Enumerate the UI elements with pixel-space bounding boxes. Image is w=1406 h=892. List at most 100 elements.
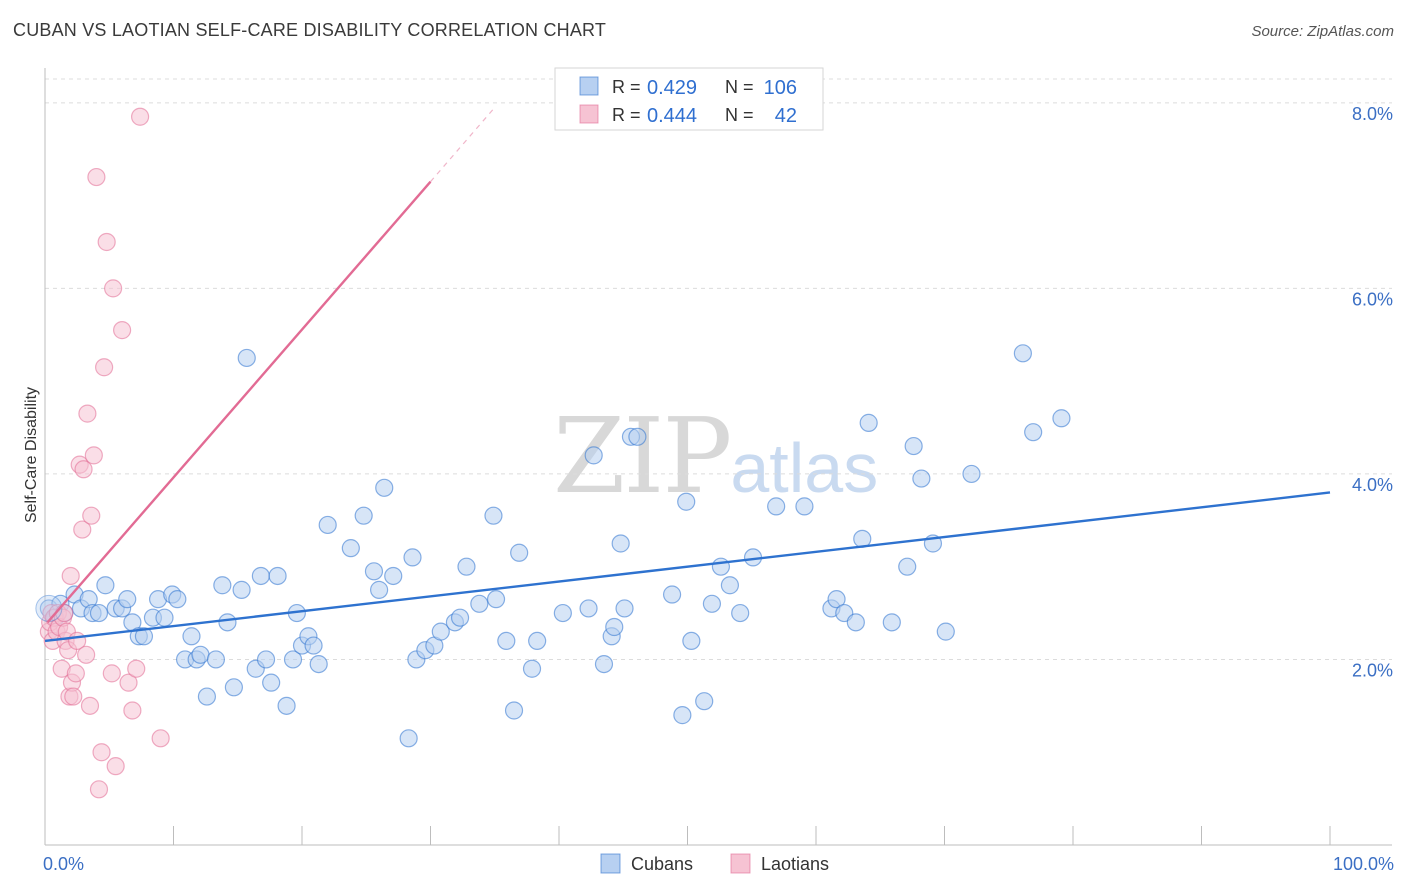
- data-point-cubans: [134, 627, 154, 646]
- data-point-laotians: [73, 520, 92, 539]
- data-point-cubans: [553, 603, 572, 623]
- legend-r-value: 0.444: [647, 105, 697, 127]
- axes: 2.0% 4.0% 6.0% 8.0% 0.0% 100.0%: [43, 68, 1394, 874]
- data-point-cubans: [615, 599, 634, 618]
- data-point-cubans: [504, 701, 524, 720]
- legend-box: [554, 67, 824, 131]
- data-point-cubans: [197, 687, 217, 706]
- data-point-laotians: [151, 729, 170, 748]
- data-point-cubans: [579, 599, 598, 618]
- data-point-cubans: [677, 492, 696, 511]
- data-point-laotians: [64, 687, 83, 706]
- legend: R = 0.429 N = 106 R = 0.444 N = 42: [554, 67, 824, 131]
- data-point-cubans: [827, 590, 846, 609]
- data-point-cubans: [486, 590, 506, 609]
- data-point-laotians: [74, 460, 93, 479]
- data-point-cubans: [594, 654, 614, 674]
- data-point-cubans: [936, 622, 955, 641]
- data-point-laotians: [97, 232, 116, 252]
- trend-line-cubans: [44, 491, 1331, 643]
- data-point-cubans: [731, 603, 750, 623]
- data-point-laotians: [80, 696, 100, 715]
- data-point-cubans: [155, 608, 174, 627]
- data-point-cubans: [584, 446, 603, 465]
- data-point-cubans: [370, 580, 389, 599]
- data-point-cubans: [232, 580, 251, 599]
- x-tick-label: 100.0%: [1333, 854, 1394, 874]
- y-tick-label: 2.0%: [1352, 660, 1393, 680]
- data-point-cubans: [605, 617, 624, 637]
- data-points: [35, 107, 1071, 799]
- legend-n-value: 106: [764, 77, 797, 99]
- bottom-legend: Cubans Laotians: [600, 853, 829, 874]
- bottom-legend-label-laotians: Laotians: [761, 854, 829, 874]
- data-point-cubans: [375, 478, 394, 497]
- data-point-laotians: [130, 107, 150, 126]
- data-point-laotians: [78, 404, 97, 423]
- data-point-laotians: [92, 743, 111, 762]
- legend-r-value: 0.429: [647, 77, 697, 99]
- legend-n-label: N =: [725, 77, 754, 97]
- trend-line-laotians: [46, 180, 432, 624]
- data-point-cubans: [182, 627, 201, 646]
- data-point-cubans: [168, 590, 187, 609]
- data-point-cubans: [218, 613, 237, 632]
- data-point-laotians: [119, 673, 138, 692]
- legend-swatch-cubans: [579, 76, 599, 96]
- data-point-cubans: [962, 464, 981, 484]
- data-point-laotians: [112, 321, 132, 340]
- bottom-legend-swatch-cubans: [600, 853, 621, 874]
- data-point-cubans: [309, 654, 328, 674]
- data-point-cubans: [904, 436, 923, 456]
- data-point-laotians: [123, 701, 142, 720]
- legend-n-label: N =: [725, 105, 754, 125]
- data-point-cubans: [364, 562, 384, 581]
- data-point-cubans: [767, 497, 786, 516]
- chart-title: CUBAN VS LAOTIAN SELF-CARE DISABILITY CO…: [13, 20, 607, 40]
- data-point-cubans: [528, 631, 547, 651]
- data-point-laotians: [66, 664, 85, 683]
- legend-swatch-laotians: [579, 104, 599, 124]
- data-point-cubans: [450, 608, 470, 627]
- data-point-cubans: [457, 557, 476, 576]
- data-point-cubans: [318, 515, 337, 535]
- data-point-cubans: [268, 566, 287, 586]
- legend-r-label: R =: [612, 105, 641, 125]
- data-point-laotians: [127, 659, 146, 678]
- data-point-cubans: [611, 534, 630, 553]
- data-point-cubans: [89, 603, 109, 623]
- data-point-cubans: [354, 506, 373, 525]
- data-point-cubans: [1024, 423, 1043, 442]
- data-point-cubans: [283, 650, 303, 669]
- data-point-cubans: [795, 497, 814, 516]
- data-point-cubans: [846, 613, 865, 632]
- data-point-laotians: [89, 780, 109, 799]
- data-point-cubans: [662, 585, 682, 604]
- data-point-cubans: [695, 692, 714, 711]
- data-point-laotians: [106, 757, 125, 776]
- data-point-cubans: [251, 566, 270, 586]
- data-point-cubans: [384, 566, 403, 586]
- data-point-cubans: [304, 636, 323, 655]
- data-point-cubans: [431, 622, 450, 641]
- x-tick-label: 0.0%: [43, 854, 84, 874]
- data-point-cubans: [213, 576, 232, 595]
- y-tick-label: 8.0%: [1352, 104, 1393, 124]
- data-point-cubans: [470, 594, 489, 613]
- data-point-laotians: [87, 167, 106, 187]
- data-point-cubans: [237, 348, 256, 368]
- data-point-cubans: [96, 576, 115, 595]
- data-point-cubans: [720, 576, 740, 595]
- data-point-cubans: [341, 539, 360, 558]
- data-point-cubans: [711, 557, 731, 576]
- data-point-cubans: [399, 729, 418, 748]
- data-point-laotians: [102, 664, 121, 683]
- data-point-cubans: [206, 650, 226, 669]
- data-point-cubans: [277, 696, 296, 715]
- data-point-cubans: [1052, 409, 1071, 428]
- data-point-laotians: [82, 506, 101, 525]
- data-point-cubans: [702, 594, 722, 613]
- y-tick-label: 4.0%: [1352, 475, 1393, 495]
- bottom-legend-label-cubans: Cubans: [631, 854, 693, 874]
